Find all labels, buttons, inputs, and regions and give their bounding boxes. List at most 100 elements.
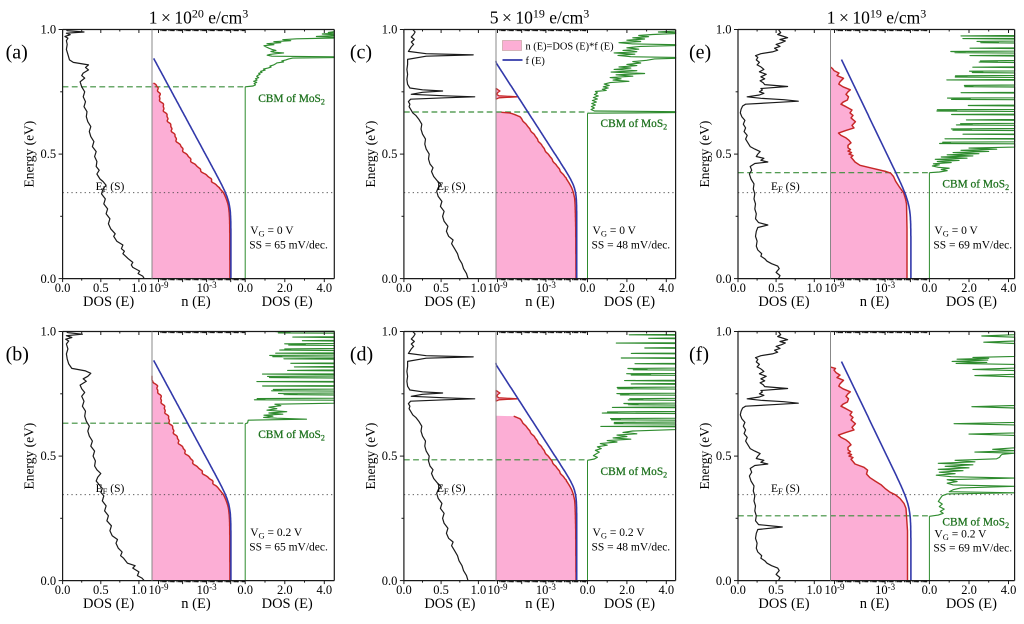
svg-text:SS = 48 mV/dec.: SS = 48 mV/dec. — [592, 542, 671, 554]
svg-text:1.0: 1.0 — [131, 583, 147, 597]
svg-text:DOS (E): DOS (E) — [262, 294, 313, 310]
svg-text:4.0: 4.0 — [316, 281, 332, 295]
svg-text:0.5: 0.5 — [93, 281, 109, 295]
svg-text:DOS (E): DOS (E) — [604, 596, 655, 612]
svg-text:n (E): n (E) — [860, 294, 890, 310]
svg-text:(b): (b) — [6, 344, 29, 366]
svg-text:DOS (E): DOS (E) — [946, 294, 997, 310]
svg-text:DOS (E): DOS (E) — [262, 596, 313, 612]
svg-text:EF (S): EF (S) — [771, 483, 800, 496]
svg-text:1.0: 1.0 — [382, 325, 398, 339]
svg-text:n (E): n (E) — [525, 596, 555, 612]
svg-text:0.0: 0.0 — [716, 272, 732, 286]
svg-text:0.5: 0.5 — [716, 147, 732, 161]
svg-text:0.0: 0.0 — [580, 281, 596, 295]
svg-text:0.0: 0.0 — [237, 281, 253, 295]
svg-text:CBM of MoS2: CBM of MoS2 — [258, 93, 325, 107]
svg-text:(c): (c) — [350, 42, 372, 64]
svg-text:DOS (E): DOS (E) — [758, 596, 809, 612]
svg-text:0.0: 0.0 — [55, 583, 71, 597]
svg-text:Energy (eV): Energy (eV) — [22, 121, 37, 188]
svg-text:2.0: 2.0 — [277, 583, 293, 597]
svg-text:DOS (E): DOS (E) — [604, 294, 655, 310]
svg-text:SS = 69 mV/dec.: SS = 69 mV/dec. — [933, 240, 1012, 252]
svg-text:Energy (eV): Energy (eV) — [363, 121, 378, 188]
svg-text:0.0: 0.0 — [382, 272, 398, 286]
svg-text:0.0: 0.0 — [237, 583, 253, 597]
svg-text:2.0: 2.0 — [619, 583, 635, 597]
svg-text:n (E): n (E) — [181, 596, 211, 612]
svg-text:EF (S): EF (S) — [96, 483, 125, 496]
svg-text:SS = 65 mV/dec.: SS = 65 mV/dec. — [249, 542, 328, 554]
svg-text:SS = 48 mV/dec.: SS = 48 mV/dec. — [592, 240, 671, 252]
svg-text:0.5: 0.5 — [433, 281, 449, 295]
svg-text:0.5: 0.5 — [382, 147, 398, 161]
svg-text:1.0: 1.0 — [40, 325, 56, 339]
svg-text:Energy (eV): Energy (eV) — [363, 423, 378, 490]
svg-text:0.0: 0.0 — [382, 574, 398, 588]
svg-text:n (E): n (E) — [181, 294, 211, 310]
svg-text:0.0: 0.0 — [580, 583, 596, 597]
svg-text:2.0: 2.0 — [961, 281, 977, 295]
svg-text:0.5: 0.5 — [93, 583, 109, 597]
svg-text:CBM of MoS2: CBM of MoS2 — [942, 516, 1009, 530]
svg-text:4.0: 4.0 — [1001, 583, 1017, 597]
svg-text:(a): (a) — [6, 42, 28, 64]
svg-text:DOS (E): DOS (E) — [83, 294, 134, 310]
svg-text:1.0: 1.0 — [471, 281, 487, 295]
svg-text:2.0: 2.0 — [619, 281, 635, 295]
svg-text:0.0: 0.0 — [396, 583, 412, 597]
svg-text:DOS (E): DOS (E) — [424, 596, 475, 612]
svg-text:CBM of MoS2: CBM of MoS2 — [258, 429, 325, 443]
svg-text:0.5: 0.5 — [716, 449, 732, 463]
svg-text:0.0: 0.0 — [40, 574, 56, 588]
svg-text:4.0: 4.0 — [658, 583, 674, 597]
svg-text:VG = 0 V: VG = 0 V — [593, 225, 637, 239]
svg-text:1.0: 1.0 — [806, 281, 822, 295]
svg-text:0.5: 0.5 — [382, 449, 398, 463]
svg-text:0.5: 0.5 — [768, 281, 784, 295]
svg-text:CBM of MoS2: CBM of MoS2 — [942, 179, 1009, 193]
svg-text:VG = 0 V: VG = 0 V — [934, 225, 978, 239]
svg-text:1.0: 1.0 — [131, 281, 147, 295]
svg-text:4.0: 4.0 — [316, 583, 332, 597]
svg-text:0.0: 0.0 — [730, 583, 746, 597]
svg-text:1.0: 1.0 — [716, 325, 732, 339]
svg-text:Energy (eV): Energy (eV) — [697, 423, 712, 490]
svg-text:1 × 1019 e/cm3: 1 × 1019 e/cm3 — [827, 7, 927, 28]
svg-text:1 × 1020 e/cm3: 1 × 1020 e/cm3 — [149, 7, 249, 28]
svg-text:SS = 65 mV/dec.: SS = 65 mV/dec. — [249, 240, 328, 252]
svg-text:1.0: 1.0 — [716, 23, 732, 37]
svg-text:4.0: 4.0 — [658, 281, 674, 295]
svg-text:f (E): f (E) — [526, 56, 545, 67]
svg-text:DOS (E): DOS (E) — [758, 294, 809, 310]
svg-text:EF (S): EF (S) — [437, 483, 466, 496]
svg-text:(d): (d) — [350, 344, 373, 366]
svg-text:1.0: 1.0 — [806, 583, 822, 597]
svg-text:EF (S): EF (S) — [96, 181, 125, 194]
svg-text:EF (S): EF (S) — [771, 181, 800, 194]
svg-text:0.0: 0.0 — [40, 272, 56, 286]
svg-text:1.0: 1.0 — [382, 23, 398, 37]
svg-text:n (E): n (E) — [860, 596, 890, 612]
svg-text:Energy (eV): Energy (eV) — [697, 121, 712, 188]
svg-text:0.0: 0.0 — [716, 574, 732, 588]
svg-text:DOS (E): DOS (E) — [946, 596, 997, 612]
svg-text:VG = 0.2 V: VG = 0.2 V — [593, 527, 646, 541]
svg-text:CBM of MoS2: CBM of MoS2 — [601, 466, 668, 480]
svg-text:Energy (eV): Energy (eV) — [22, 423, 37, 490]
svg-text:SS = 69 mV/dec.: SS = 69 mV/dec. — [933, 542, 1012, 554]
svg-text:VG = 0.2 V: VG = 0.2 V — [250, 527, 303, 541]
svg-text:DOS (E): DOS (E) — [424, 294, 475, 310]
svg-text:0.5: 0.5 — [40, 449, 56, 463]
svg-text:0.5: 0.5 — [40, 147, 56, 161]
svg-text:EF (S): EF (S) — [437, 181, 466, 194]
svg-text:n (E): n (E) — [525, 294, 555, 310]
svg-text:0.0: 0.0 — [922, 281, 938, 295]
svg-text:2.0: 2.0 — [277, 281, 293, 295]
svg-text:4.0: 4.0 — [1001, 281, 1017, 295]
svg-text:0.0: 0.0 — [55, 281, 71, 295]
svg-text:VG = 0 V: VG = 0 V — [250, 225, 294, 239]
svg-text:VG = 0.2 V: VG = 0.2 V — [934, 528, 987, 542]
svg-text:n (E)=DOS (E)*f (E): n (E)=DOS (E)*f (E) — [526, 42, 614, 53]
